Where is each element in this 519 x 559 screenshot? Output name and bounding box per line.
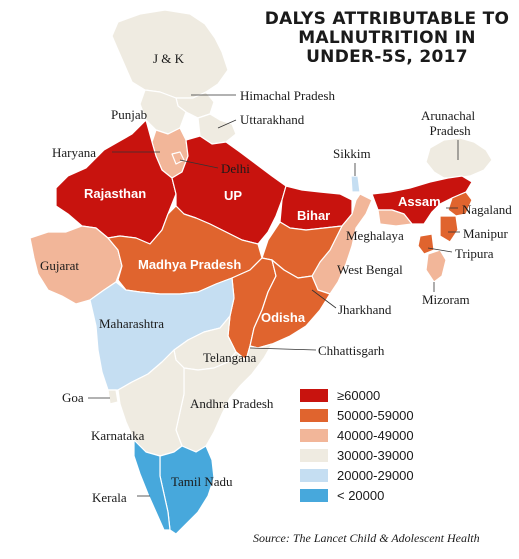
legend-item: 40000-49000 [300, 428, 460, 444]
state-tripura [417, 233, 435, 255]
legend-swatch [300, 449, 328, 462]
legend-swatch [300, 429, 328, 442]
legend-label: 20000-29000 [337, 468, 414, 483]
label-odisha: Odisha [261, 310, 306, 325]
title-line-3: UNDER-5S, 2017 [306, 47, 468, 67]
label-jharkhand: Jharkhand [338, 302, 392, 317]
legend-label: 30000-39000 [337, 448, 414, 463]
state-mizoram [425, 249, 447, 283]
legend-item: < 20000 [300, 488, 460, 504]
label-arunachal-line-1: Arunachal [421, 108, 476, 123]
state-kerala [133, 439, 171, 531]
label-up: UP [224, 188, 243, 203]
legend-label: 50000-59000 [337, 408, 414, 423]
leader-uttarakhand [217, 119, 237, 129]
title-line-2: MALNUTRITION IN [298, 28, 476, 48]
legend-label: < 20000 [337, 488, 385, 503]
label-gujarat: Gujarat [40, 258, 79, 273]
state-delhi [171, 151, 185, 165]
label-jk: J & K [153, 51, 185, 66]
state-meghalaya [377, 209, 413, 227]
legend-item: 30000-39000 [300, 448, 460, 464]
label-mp: Madhya Pradesh [138, 257, 242, 272]
legend-item: 50000-59000 [300, 408, 460, 424]
leader-tripura [427, 247, 453, 253]
state-manipur [439, 215, 459, 243]
label-maharashtra: Maharashtra [99, 316, 164, 331]
state-sikkim [350, 175, 361, 193]
legend-swatch [300, 489, 328, 502]
label-assam: Assam [398, 194, 441, 209]
label-bihar: Bihar [297, 208, 331, 223]
label-arunachal: Arunachal Pradesh [421, 108, 475, 138]
label-telangana: Telangana [203, 350, 257, 365]
label-sikkim: Sikkim [333, 146, 371, 161]
label-himachal: Himachal Pradesh [240, 88, 335, 103]
legend-item: 20000-29000 [300, 468, 460, 484]
label-arunachal-line-2: Pradesh [429, 123, 471, 138]
state-goa [107, 389, 119, 405]
label-goa: Goa [62, 390, 84, 405]
label-westbengal: West Bengal [337, 262, 403, 277]
label-tripura: Tripura [455, 246, 494, 261]
title-line-1: DALYS ATTRIBUTABLE TO [264, 9, 510, 29]
label-uttarakhand: Uttarakhand [240, 112, 305, 127]
leader-chhattisgarh [249, 347, 317, 351]
state-arunachal [425, 137, 493, 179]
map-title: DALYS ATTRIBUTABLE TO MALNUTRITION IN UN… [262, 10, 512, 67]
legend-label: 40000-49000 [337, 428, 414, 443]
legend-swatch [300, 409, 328, 422]
label-nagaland: Nagaland [462, 202, 512, 217]
legend-item: ≥60000 [300, 388, 460, 404]
leader-delhi [179, 159, 219, 169]
label-delhi: Delhi [221, 161, 250, 176]
legend-swatch [300, 389, 328, 402]
label-meghalaya: Meghalaya [346, 228, 404, 243]
label-karnataka: Karnataka [91, 428, 145, 443]
label-chhattisgarh: Chhattisgarh [318, 343, 385, 358]
label-manipur: Manipur [463, 226, 508, 241]
label-mizoram: Mizoram [422, 292, 470, 307]
leader-jharkhand [311, 289, 337, 309]
state-nagaland [447, 191, 473, 217]
label-tamilnadu: Tamil Nadu [171, 474, 233, 489]
source-note: Source: The Lancet Child & Adolescent He… [253, 531, 480, 545]
label-haryana: Haryana [52, 145, 97, 160]
state-odisha [249, 259, 331, 349]
label-rajasthan: Rajasthan [84, 186, 147, 201]
label-punjab: Punjab [111, 107, 148, 122]
label-kerala: Kerala [92, 490, 127, 505]
label-andhra: Andhra Pradesh [190, 396, 274, 411]
leader-lines [88, 94, 460, 497]
legend-label: ≥60000 [337, 388, 381, 403]
legend-swatch [300, 469, 328, 482]
